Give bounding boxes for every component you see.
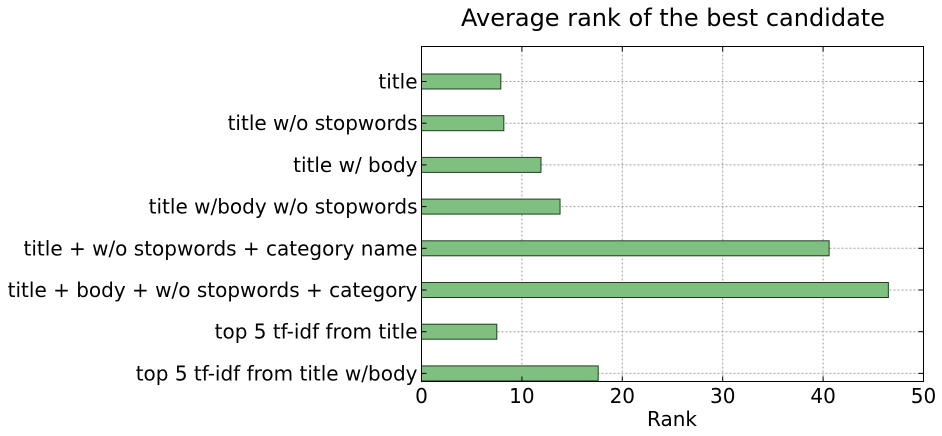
x-tick-label: 20 — [610, 384, 635, 408]
bars — [421, 73, 889, 382]
y-tick-label: title w/ body — [293, 153, 418, 177]
y-tick-labels: title title w/o stopwords title w/ body tit… — [8, 70, 418, 386]
x-tick-label: 30 — [710, 384, 735, 408]
bar-5 — [421, 240, 830, 257]
bar-8 — [421, 365, 599, 382]
x-tick-label: 50 — [911, 384, 936, 408]
y-tick-label: title w/body w/o stopwords — [149, 195, 418, 219]
y-tick-label: title + w/o stopwords + category name — [24, 236, 418, 260]
bar-6 — [421, 282, 889, 298]
x-tick-labels: 0 10 20 30 40 50 — [415, 384, 936, 408]
x-tick-label: 40 — [810, 384, 835, 408]
bar-7 — [421, 323, 498, 340]
bar-1 — [421, 73, 502, 90]
bar-3 — [421, 156, 542, 173]
x-tick-label: 0 — [415, 384, 428, 408]
chart-title: Average rank of the best candidate — [461, 4, 885, 32]
y-tick-label: title + body + w/o stopwords + category — [8, 278, 418, 302]
y-tick-label: top 5 tf-idf from title — [215, 320, 418, 344]
x-axis-title: Rank — [647, 407, 697, 431]
x-tick-label: 10 — [509, 384, 534, 408]
plot-frame — [421, 46, 924, 382]
y-tick-label: top 5 tf-idf from title w/body — [136, 361, 418, 385]
y-tick-label: title — [378, 70, 417, 94]
y-tick-label: title w/o stopwords — [228, 111, 418, 135]
bar-4 — [421, 198, 561, 215]
bar-2 — [421, 115, 505, 132]
tick-marks — [421, 46, 924, 382]
